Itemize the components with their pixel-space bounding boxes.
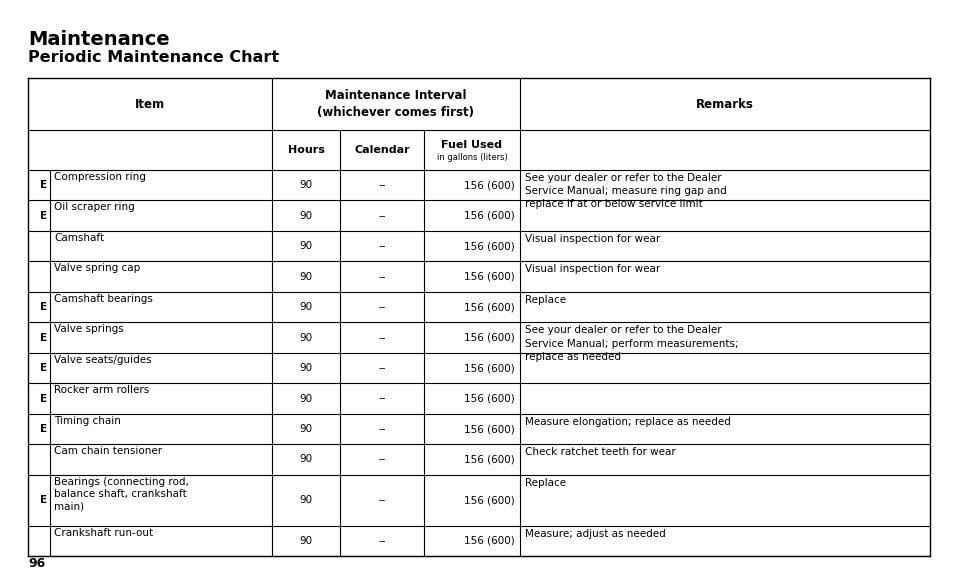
Text: --: -- <box>377 393 385 403</box>
Text: --: -- <box>377 181 385 191</box>
Text: --: -- <box>377 363 385 373</box>
Text: See your dealer or refer to the Dealer
Service Manual; perform measurements;
rep: See your dealer or refer to the Dealer S… <box>524 325 738 362</box>
Text: E: E <box>40 424 48 434</box>
Text: E: E <box>40 495 48 505</box>
Text: --: -- <box>377 272 385 282</box>
Text: 90: 90 <box>299 211 313 220</box>
Text: See your dealer or refer to the Dealer
Service Manual; measure ring gap and
repl: See your dealer or refer to the Dealer S… <box>524 173 726 209</box>
Text: 156 (600): 156 (600) <box>464 536 515 546</box>
Text: 90: 90 <box>299 241 313 251</box>
Text: 156 (600): 156 (600) <box>464 424 515 434</box>
Text: Valve seats/guides: Valve seats/guides <box>54 355 152 365</box>
Text: 90: 90 <box>299 393 313 403</box>
Text: Bearings (connecting rod,
balance shaft, crankshaft
main): Bearings (connecting rod, balance shaft,… <box>54 477 189 512</box>
Text: 156 (600): 156 (600) <box>464 181 515 191</box>
Text: 90: 90 <box>299 302 313 312</box>
Text: Check ratchet teeth for wear: Check ratchet teeth for wear <box>524 447 675 457</box>
Text: Compression ring: Compression ring <box>54 172 146 182</box>
Text: E: E <box>40 393 48 403</box>
Text: --: -- <box>377 495 385 505</box>
Text: Maintenance Interval
(whichever comes first): Maintenance Interval (whichever comes fi… <box>317 89 474 119</box>
Text: --: -- <box>377 333 385 343</box>
Text: Remarks: Remarks <box>696 98 753 111</box>
Text: Fuel Used: Fuel Used <box>441 140 502 150</box>
Text: --: -- <box>377 241 385 251</box>
Text: 156 (600): 156 (600) <box>464 241 515 251</box>
Text: 90: 90 <box>299 363 313 373</box>
Text: 156 (600): 156 (600) <box>464 495 515 505</box>
Text: Valve spring cap: Valve spring cap <box>54 263 140 273</box>
Text: E: E <box>40 363 48 373</box>
Text: 156 (600): 156 (600) <box>464 211 515 220</box>
Text: Measure elongation; replace as needed: Measure elongation; replace as needed <box>524 417 730 427</box>
Text: --: -- <box>377 211 385 220</box>
Text: Measure; adjust as needed: Measure; adjust as needed <box>524 529 665 539</box>
Text: Oil scraper ring: Oil scraper ring <box>54 202 134 212</box>
Text: Replace: Replace <box>524 295 565 305</box>
Text: E: E <box>40 302 48 312</box>
Text: 156 (600): 156 (600) <box>464 272 515 282</box>
Text: Visual inspection for wear: Visual inspection for wear <box>524 265 659 275</box>
Text: Camshaft bearings: Camshaft bearings <box>54 294 152 304</box>
Text: 156 (600): 156 (600) <box>464 302 515 312</box>
Text: --: -- <box>377 455 385 465</box>
Text: 90: 90 <box>299 495 313 505</box>
Text: Hours: Hours <box>287 145 324 155</box>
Text: 90: 90 <box>299 272 313 282</box>
Text: 90: 90 <box>299 536 313 546</box>
Text: Timing chain: Timing chain <box>54 416 121 426</box>
Text: 90: 90 <box>299 424 313 434</box>
Text: 156 (600): 156 (600) <box>464 455 515 465</box>
Text: Item: Item <box>134 98 165 111</box>
Text: E: E <box>40 211 48 220</box>
Text: Cam chain tensioner: Cam chain tensioner <box>54 446 162 456</box>
Text: 156 (600): 156 (600) <box>464 333 515 343</box>
Text: 96: 96 <box>28 557 45 570</box>
Text: 156 (600): 156 (600) <box>464 393 515 403</box>
Text: Crankshaft run-out: Crankshaft run-out <box>54 527 153 537</box>
Text: Rocker arm rollers: Rocker arm rollers <box>54 385 149 395</box>
Text: Valve springs: Valve springs <box>54 325 124 335</box>
Text: 156 (600): 156 (600) <box>464 363 515 373</box>
Text: Visual inspection for wear: Visual inspection for wear <box>524 234 659 244</box>
Text: Replace: Replace <box>524 477 565 487</box>
Text: Periodic Maintenance Chart: Periodic Maintenance Chart <box>28 50 279 65</box>
Text: Maintenance: Maintenance <box>28 30 170 49</box>
Text: Calendar: Calendar <box>354 145 410 155</box>
Text: --: -- <box>377 302 385 312</box>
Text: E: E <box>40 333 48 343</box>
Text: 90: 90 <box>299 181 313 191</box>
Text: E: E <box>40 181 48 191</box>
Text: Camshaft: Camshaft <box>54 233 104 243</box>
Text: 90: 90 <box>299 333 313 343</box>
Text: --: -- <box>377 424 385 434</box>
Text: --: -- <box>377 536 385 546</box>
Text: 90: 90 <box>299 455 313 465</box>
Text: in gallons (liters): in gallons (liters) <box>436 152 507 162</box>
